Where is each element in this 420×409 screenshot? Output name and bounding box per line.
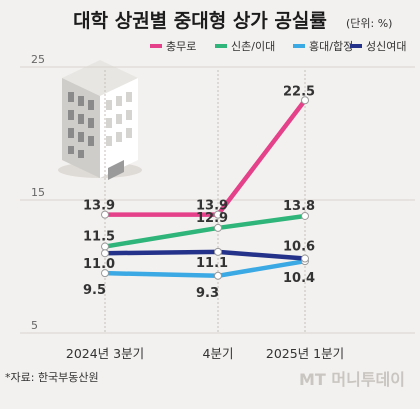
- x-tick-label-1: 4분기: [203, 346, 234, 361]
- data-label-0-1: 13.9: [196, 199, 228, 214]
- legend-swatch-2: [293, 44, 305, 48]
- series-point-3-1: [214, 247, 222, 256]
- data-label-2-0: 9.5: [83, 283, 106, 298]
- data-label-1-0: 11.5: [83, 230, 115, 245]
- series-point-2-1: [214, 271, 222, 280]
- legend-swatch-3: [350, 44, 362, 48]
- chart-grid: 25 15 5: [20, 53, 415, 334]
- series-point-0-1: [214, 210, 222, 219]
- x-tick-label-2: 2025년 1분기: [266, 346, 344, 361]
- legend-label-2: 홍대/합정: [309, 39, 353, 53]
- chart-legend: 충무로 신촌/이대 홍대/합정 성신여대: [150, 39, 406, 53]
- y-tick-label-1: 15: [31, 186, 45, 199]
- chart-source: *자료: 한국부동산원: [5, 371, 99, 384]
- data-label-3-1: 11.1: [196, 256, 228, 271]
- series-point-0-2: [301, 96, 309, 105]
- chart-title: 대학 상권별 중대형 상가 공실률: [73, 10, 327, 32]
- legend-label-3: 성신여대: [366, 40, 406, 53]
- data-label-2-1: 9.3: [196, 286, 219, 301]
- building-illustration: [58, 60, 142, 180]
- data-label-1-1: 12.9: [196, 211, 228, 226]
- chart-series: [101, 96, 309, 280]
- legend-label-0: 충무로: [166, 40, 196, 53]
- series-point-1-1: [214, 223, 222, 232]
- chart-x-axis: 2024년 3분기 4분기 2025년 1분기: [66, 346, 344, 361]
- legend-label-1: 신촌/이대: [231, 40, 275, 53]
- y-tick-label-2: 5: [31, 319, 38, 332]
- data-label-3-2: 10.6: [283, 240, 315, 255]
- x-tick-label-0: 2024년 3분기: [66, 346, 144, 361]
- y-tick-label-0: 25: [31, 53, 45, 66]
- series-point-2-0: [101, 269, 109, 278]
- data-label-2-2: 10.4: [283, 271, 315, 286]
- watermark-logo: MT 머니투데이: [299, 370, 405, 389]
- data-label-1-2: 13.8: [283, 199, 315, 214]
- legend-swatch-1: [215, 44, 227, 48]
- chart-data-labels: 13.9 13.9 22.5 11.5 12.9 13.8 9.5 9.3 10.4 11.0 11…: [83, 84, 315, 301]
- series-point-3-0: [101, 249, 109, 258]
- chart-unit: (단위: %): [346, 17, 392, 30]
- legend-swatch-0: [150, 44, 162, 48]
- series-point-1-2: [301, 211, 309, 220]
- data-label-0-2: 22.5: [283, 84, 315, 99]
- series-point-3-2: [301, 254, 309, 263]
- series-point-0-0: [101, 210, 109, 219]
- data-label-3-0: 11.0: [83, 257, 115, 272]
- data-label-0-0: 13.9: [83, 199, 115, 214]
